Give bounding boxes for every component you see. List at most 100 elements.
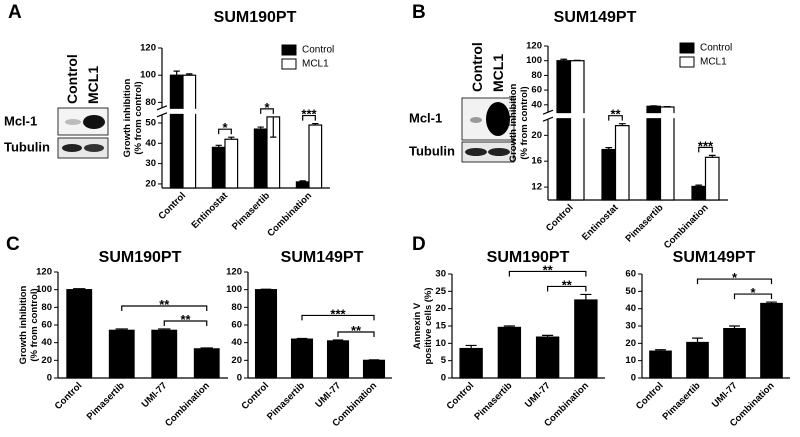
y-tick-label: 120 — [36, 267, 52, 278]
significance-label: * — [222, 120, 228, 135]
significance-bracket — [260, 108, 274, 114]
significance-bracket — [302, 114, 316, 121]
blot-band — [62, 144, 82, 152]
x-tick-label: UMI-77 — [313, 380, 343, 410]
y-tick-label: 100 — [526, 55, 542, 66]
significance-bracket — [508, 270, 587, 277]
y-tick-label: 20 — [41, 355, 52, 366]
blot-band — [465, 148, 487, 156]
error-bar — [542, 334, 554, 338]
y-tick-label: 120 — [526, 41, 542, 52]
error-bar — [618, 123, 626, 126]
panel-label: D — [412, 234, 426, 255]
bar — [211, 146, 226, 189]
error-bar — [465, 344, 477, 349]
error-bar — [115, 328, 128, 331]
error-bar — [729, 325, 740, 329]
chart-title: SUM190PT — [99, 249, 182, 266]
western-blot: Control MCL1 Mcl-1 Tubulin — [409, 42, 515, 163]
y-tick-label: 0 — [441, 373, 446, 384]
y-tick-label: 12 — [531, 182, 542, 193]
bar — [362, 359, 386, 379]
bar — [556, 60, 572, 201]
error-bar — [708, 154, 716, 158]
y-tick-label: 30 — [145, 158, 156, 169]
error-bar — [270, 116, 277, 138]
x-tick-label: Control — [156, 190, 188, 222]
blot-row-label: Tubulin — [4, 139, 50, 154]
y-tick-label: 20 — [625, 338, 636, 349]
panel-label: B — [412, 2, 426, 23]
legend-label: Control — [302, 45, 334, 56]
significance-label: *** — [698, 138, 714, 153]
x-tick-label: Control — [445, 380, 477, 412]
significance-label: *** — [330, 306, 346, 321]
significance-label: ** — [562, 277, 573, 292]
legend-swatch — [679, 56, 695, 68]
significance-label: *** — [301, 107, 317, 122]
blot-band — [488, 148, 510, 156]
bar — [649, 350, 672, 379]
chart-title: SUM149PT — [673, 249, 756, 266]
legend-swatch — [679, 42, 695, 54]
bar — [108, 329, 135, 379]
significance-bracket — [121, 305, 208, 311]
bar — [193, 348, 220, 379]
error-bar — [655, 349, 666, 352]
y-tick-label: 120 — [226, 267, 242, 278]
blot-row-label: Tubulin — [409, 143, 455, 158]
blot-row-label: Mcl-1 — [409, 110, 442, 125]
chart-title: SUM149PT — [281, 249, 364, 266]
bar — [66, 289, 93, 379]
y-tick-label: 80 — [231, 302, 242, 313]
axis-break — [542, 113, 728, 119]
x-tick-label: Control — [53, 380, 85, 412]
error-bar — [560, 58, 568, 61]
significance-label: ** — [543, 262, 554, 277]
error-bar — [158, 328, 171, 331]
chart-title: SUM190PT — [214, 9, 297, 26]
bar — [760, 302, 783, 379]
y-tick-label: 0 — [631, 373, 636, 384]
legend-swatch — [281, 58, 297, 70]
axis-break — [156, 105, 168, 111]
error-bar — [200, 347, 213, 349]
bar — [659, 106, 675, 201]
significance-bracket — [547, 285, 587, 292]
y-tick-label: 60 — [231, 320, 242, 331]
y-axis-label: Growth inhibition — [122, 78, 133, 157]
y-tick-label: 40 — [41, 337, 52, 348]
error-bar — [257, 126, 264, 130]
significance-bracket — [733, 293, 773, 300]
blot-column-label: Control — [64, 54, 80, 104]
axis-break — [542, 109, 554, 115]
bar — [614, 125, 630, 201]
y-tick-label: 20 — [531, 130, 542, 141]
error-bar — [695, 184, 703, 187]
bar — [574, 299, 598, 379]
y-tick-label: 20 — [231, 355, 242, 366]
y-tick-label: 80 — [41, 302, 52, 313]
y-tick-label: 80 — [531, 70, 542, 81]
significance-label: ** — [159, 297, 170, 312]
legend-label: Control — [700, 43, 732, 54]
y-axis-label: Growth inhibition — [508, 83, 519, 162]
significance-bracket — [698, 146, 713, 153]
legend-swatch — [281, 44, 297, 56]
panel-label: A — [8, 2, 22, 23]
y-tick-label: 40 — [625, 303, 636, 314]
y-tick-label: 40 — [231, 337, 242, 348]
significance-label: ** — [351, 323, 362, 338]
y-tick-label: 40 — [531, 99, 542, 110]
x-tick-label: Combination — [163, 380, 212, 429]
significance-label: ** — [610, 107, 621, 122]
error-bar — [73, 288, 86, 290]
x-tick-label: Combination — [265, 190, 314, 239]
blot-row-label: Mcl-1 — [4, 113, 37, 128]
y-tick-label: 100 — [36, 284, 52, 295]
y-tick-label: 120 — [140, 43, 156, 54]
bar — [569, 60, 585, 201]
x-tick-label: Control — [239, 380, 271, 412]
y-axis-label: (% from control) — [519, 86, 530, 159]
